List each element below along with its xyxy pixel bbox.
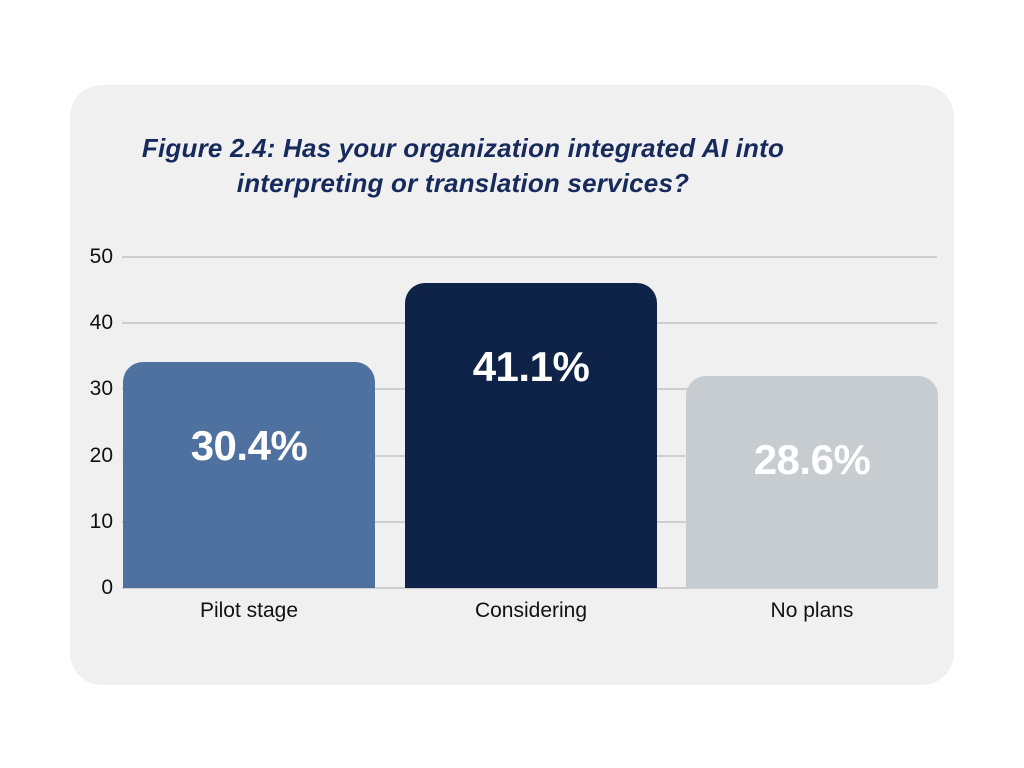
y-axis-tick-label-20: 20 (89, 443, 113, 467)
bar-value-label-no-plans: 28.6% (753, 436, 871, 483)
y-axis-tick-label-10: 10 (89, 509, 113, 533)
gridline-y50 (122, 256, 937, 258)
y-axis-tick-label-0: 0 (101, 576, 113, 599)
y-axis-tick-label-30: 30 (89, 377, 113, 401)
y-axis-tick-label-50: 50 (89, 245, 113, 268)
chart-title-line2: interpreting or translation services? (236, 168, 690, 198)
y-axis-tick-label-40: 40 (89, 311, 113, 335)
bar-no-plans: 28.6% (686, 376, 938, 588)
chart-title-line1: Figure 2.4: Has your organization integr… (141, 133, 785, 163)
bar-value-label-pilot-stage: 30.4% (190, 422, 308, 469)
bar-value-label-considering: 41.1% (472, 343, 590, 390)
chart-card: Figure 2.4: Has your organization integr… (70, 85, 954, 685)
gridline-y0 (122, 587, 937, 589)
x-axis-label-no-plans: No plans (770, 599, 854, 622)
bar-considering: 41.1% (405, 283, 657, 588)
bar-pilot-stage: 30.4% (123, 362, 375, 588)
x-axis-label-pilot-stage: Pilot stage (199, 599, 299, 622)
chart-title: Figure 2.4: Has your organization integr… (70, 131, 856, 201)
plot-area: 0 10 20 30 40 50 30.4% Pilot stage 41.1% Consider… (90, 246, 938, 622)
x-axis-label-considering: Considering (474, 599, 588, 622)
